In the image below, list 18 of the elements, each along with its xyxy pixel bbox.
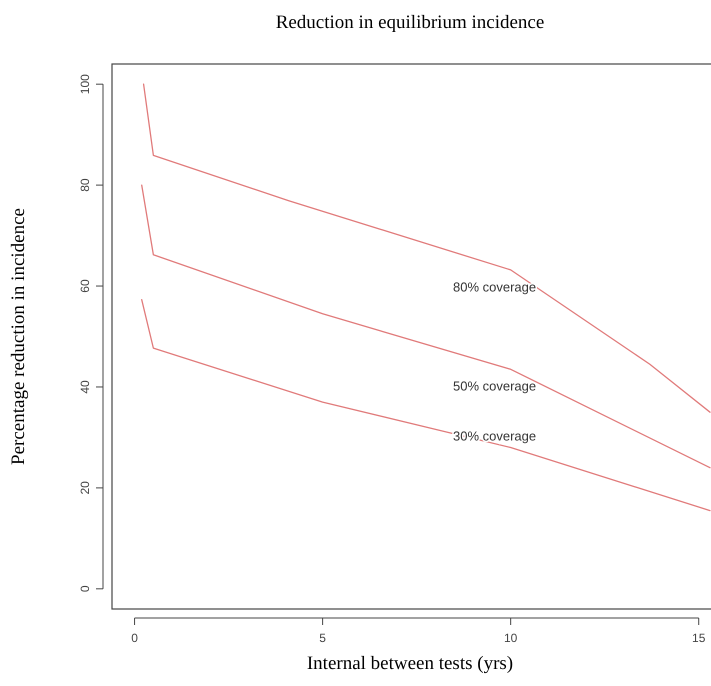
annotation: 80% coverage [453, 280, 536, 295]
x-tick-label: 10 [504, 631, 518, 645]
y-tick-label: 60 [78, 279, 92, 293]
x-tick-label: 5 [319, 631, 326, 645]
line-series [141, 299, 711, 512]
x-tick-label: 0 [131, 631, 138, 645]
y-tick-label: 80 [78, 178, 92, 192]
y-tick-label: 0 [78, 585, 92, 592]
x-tick-label: 15 [692, 631, 706, 645]
y-tick-label: 100 [78, 74, 92, 94]
chart-title: Reduction in equilibrium incidence [276, 12, 544, 33]
y-axis-title: Percentage reduction in incidence [8, 208, 29, 465]
y-tick-label: 20 [78, 480, 92, 495]
x-axis-title: Internal between tests (yrs) [306, 653, 514, 674]
y-tick-label: 40 [78, 380, 92, 394]
annotation: 50% coverage [453, 378, 536, 394]
line-series [141, 184, 711, 468]
line-series [142, 84, 711, 413]
